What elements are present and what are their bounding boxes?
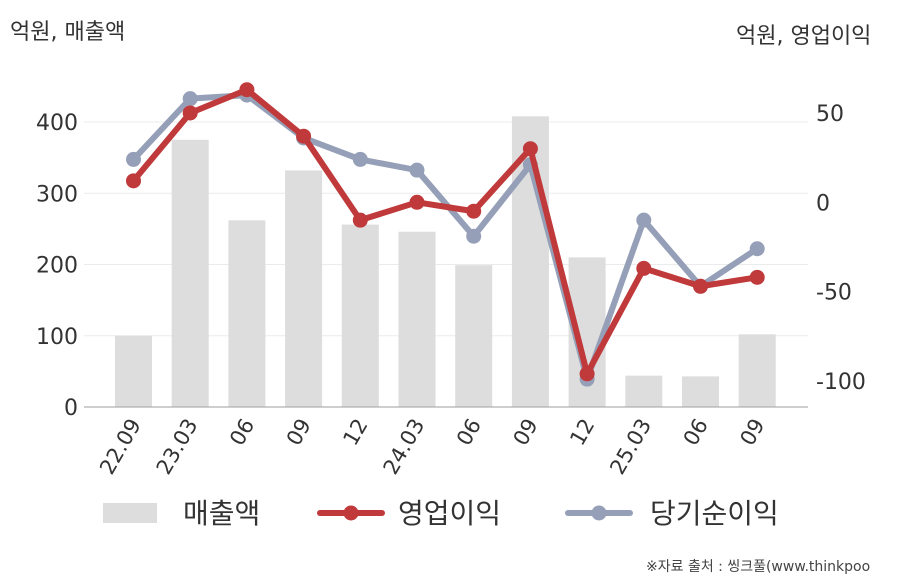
right-tick-label: -50	[816, 281, 852, 306]
bar-06	[682, 376, 719, 407]
legend-operating-profit-label: 영업이익	[398, 497, 501, 530]
point-operating-profit-1	[182, 105, 198, 121]
x-tick-label: 09	[509, 415, 543, 450]
legend-net-income-label: 당기순이익	[650, 497, 779, 530]
point-operating-profit-3	[296, 128, 312, 144]
bar-09	[738, 334, 776, 407]
left-axis-unit: 억원, 매출액	[10, 20, 126, 45]
left-tick-label: 400	[36, 111, 78, 136]
x-tick-label: 12	[565, 415, 599, 450]
bar-06	[455, 265, 493, 407]
x-tick-label: 09	[735, 415, 769, 450]
point-operating-profit-5	[409, 194, 425, 210]
bar-22.09	[115, 335, 152, 407]
bar-09	[285, 170, 323, 407]
point-operating-profit-9	[636, 260, 652, 276]
left-tick-label: 200	[36, 254, 78, 279]
x-tick-label: 24.03	[378, 415, 429, 479]
point-net-income-0	[126, 151, 141, 167]
bar-24.03	[398, 231, 436, 407]
x-tick-label: 06	[679, 415, 713, 450]
x-tick-label: 06	[452, 415, 486, 450]
source-note: ※자료 출처 : 씽크풀(www.thinkpoo	[646, 559, 871, 575]
right-tick-label: 50	[816, 102, 844, 127]
point-operating-profit-7	[522, 141, 538, 157]
bar-06	[228, 220, 266, 407]
legend-operating-profit-marker	[343, 505, 359, 521]
series-line-net-income	[130, 92, 761, 383]
left-tick-label: 0	[64, 396, 78, 421]
point-operating-profit-4	[352, 212, 368, 228]
series-line-operating-profit	[130, 86, 761, 377]
x-tick-label: 23.03	[152, 415, 203, 479]
bar-23.03	[171, 139, 209, 407]
x-tick-label: 12	[338, 415, 372, 450]
point-operating-profit-6	[466, 203, 482, 219]
right-tick-label: 0	[816, 191, 830, 216]
bar-25.03	[625, 375, 663, 407]
point-operating-profit-11	[749, 269, 765, 285]
right-tick-label: -100	[816, 370, 866, 395]
point-operating-profit-0	[126, 173, 141, 189]
x-tick-label: 09	[282, 415, 316, 450]
point-operating-profit-2	[239, 82, 255, 98]
point-net-income-9	[636, 212, 652, 228]
point-net-income-11	[749, 241, 765, 257]
bar-12	[341, 224, 379, 407]
legend-revenue-swatch	[103, 503, 157, 523]
legend-net-income-marker	[591, 505, 607, 521]
x-tick-label: 25.03	[605, 415, 656, 479]
left-tick-label: 100	[36, 325, 78, 350]
point-net-income-1	[182, 91, 198, 107]
left-tick-label: 300	[36, 182, 78, 207]
point-net-income-5	[409, 162, 425, 178]
right-axis-unit: 억원, 영업이익	[736, 24, 872, 49]
x-tick-label: 06	[225, 415, 259, 450]
legend-revenue-label: 매출액	[183, 497, 260, 530]
point-net-income-4	[352, 151, 368, 167]
point-operating-profit-10	[693, 278, 708, 294]
point-operating-profit-8	[579, 366, 595, 382]
x-tick-label: 22.09	[95, 415, 146, 479]
point-net-income-6	[466, 228, 482, 244]
